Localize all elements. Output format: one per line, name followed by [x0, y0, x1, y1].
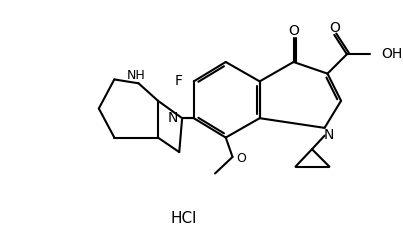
- Text: O: O: [329, 21, 340, 35]
- Text: F: F: [174, 74, 182, 88]
- Text: N: N: [323, 128, 334, 142]
- Text: HCl: HCl: [171, 212, 197, 226]
- Text: O: O: [237, 152, 246, 165]
- Text: OH: OH: [381, 47, 402, 61]
- Text: NH: NH: [127, 69, 146, 82]
- Text: O: O: [288, 24, 299, 38]
- Text: N: N: [168, 111, 178, 125]
